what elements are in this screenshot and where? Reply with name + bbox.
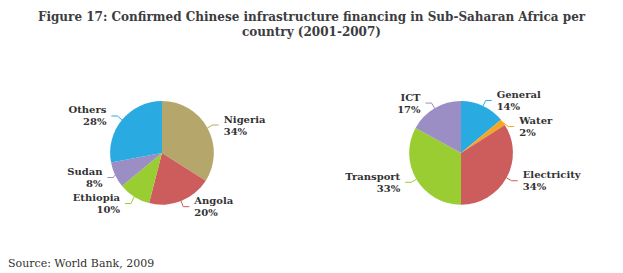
svg-text:Electricity: Electricity [523, 169, 582, 180]
svg-text:Transport: Transport [345, 171, 400, 182]
svg-text:ICT: ICT [400, 92, 421, 103]
svg-text:33%: 33% [377, 183, 401, 194]
svg-text:8%: 8% [86, 178, 103, 189]
svg-text:2%: 2% [519, 127, 536, 138]
svg-text:Water: Water [518, 115, 553, 126]
svg-text:country (2001-2007): country (2001-2007) [242, 25, 381, 39]
svg-text:Others: Others [69, 104, 107, 115]
svg-text:Angola: Angola [193, 195, 233, 206]
svg-text:14%: 14% [497, 101, 521, 112]
svg-text:Nigeria: Nigeria [224, 114, 266, 125]
svg-text:Sudan: Sudan [67, 166, 103, 177]
svg-text:20%: 20% [194, 207, 218, 218]
svg-text:General: General [497, 89, 541, 100]
svg-text:17%: 17% [397, 104, 421, 115]
svg-text:Ethiopia: Ethiopia [73, 192, 121, 203]
svg-text:34%: 34% [523, 181, 547, 192]
svg-text:Figure 17: Confirmed Chinese i: Figure 17: Confirmed Chinese infrastruct… [38, 10, 586, 24]
svg-text:Source: World Bank, 2009: Source: World Bank, 2009 [8, 257, 154, 270]
svg-text:34%: 34% [224, 126, 248, 137]
svg-text:10%: 10% [97, 204, 121, 215]
svg-text:28%: 28% [83, 116, 107, 127]
